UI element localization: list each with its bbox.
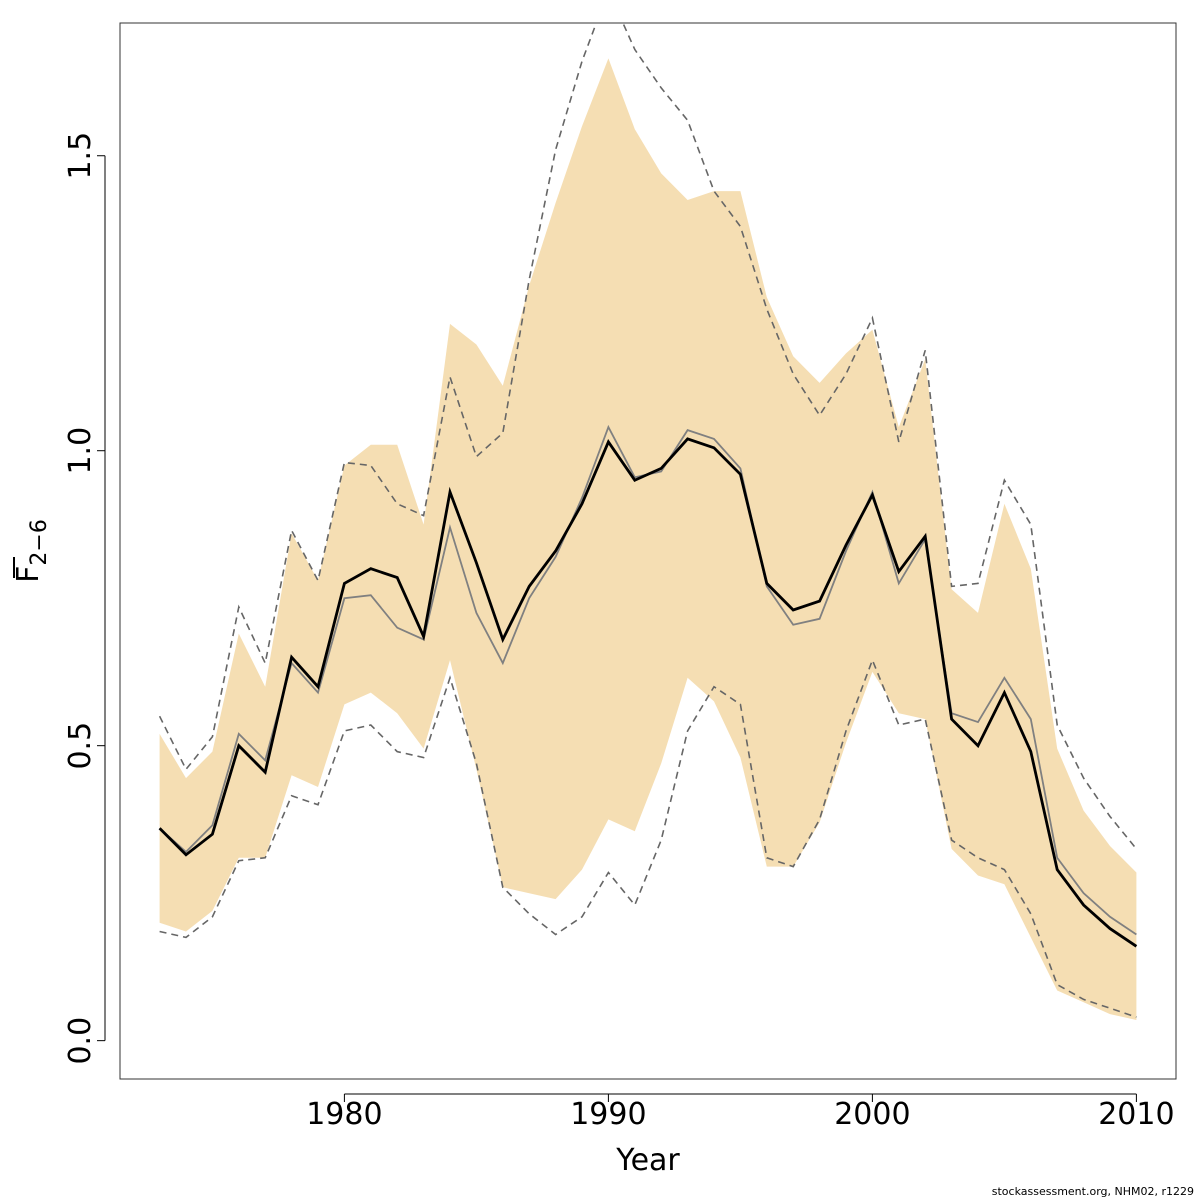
y-axis-title-main: F xyxy=(11,566,46,583)
svg-text:F2−6: F2−6 xyxy=(11,519,52,583)
footer-credit: stockassessment.org, NHM02, r1229 xyxy=(991,1185,1194,1198)
y-tick-label: 0.0 xyxy=(63,1017,98,1065)
estimate-line xyxy=(158,437,1138,948)
x-tick-label: 2010 xyxy=(1098,1097,1174,1132)
y-tick-label: 1.0 xyxy=(63,427,98,475)
y-axis-title-subscript: 2−6 xyxy=(27,519,52,565)
x-tick-label: 2000 xyxy=(834,1097,910,1132)
x-axis-title: Year xyxy=(615,1143,680,1178)
y-tick-label: 0.5 xyxy=(63,722,98,770)
previous-upper-line xyxy=(158,23,1138,850)
y-tick-label: 1.5 xyxy=(63,132,98,180)
y-axis-title: F2−6 xyxy=(11,519,52,583)
plot-frame xyxy=(119,22,1177,1080)
axes: 1980 1990 2000 2010 0.0 0.5 1.0 1.5 xyxy=(63,132,1175,1132)
confidence-band xyxy=(159,58,1137,1020)
previous-lower-line xyxy=(159,657,1137,1018)
x-tick-label: 1990 xyxy=(570,1097,646,1132)
x-tick-label: 1980 xyxy=(306,1097,382,1132)
plot-area xyxy=(158,23,1138,1020)
